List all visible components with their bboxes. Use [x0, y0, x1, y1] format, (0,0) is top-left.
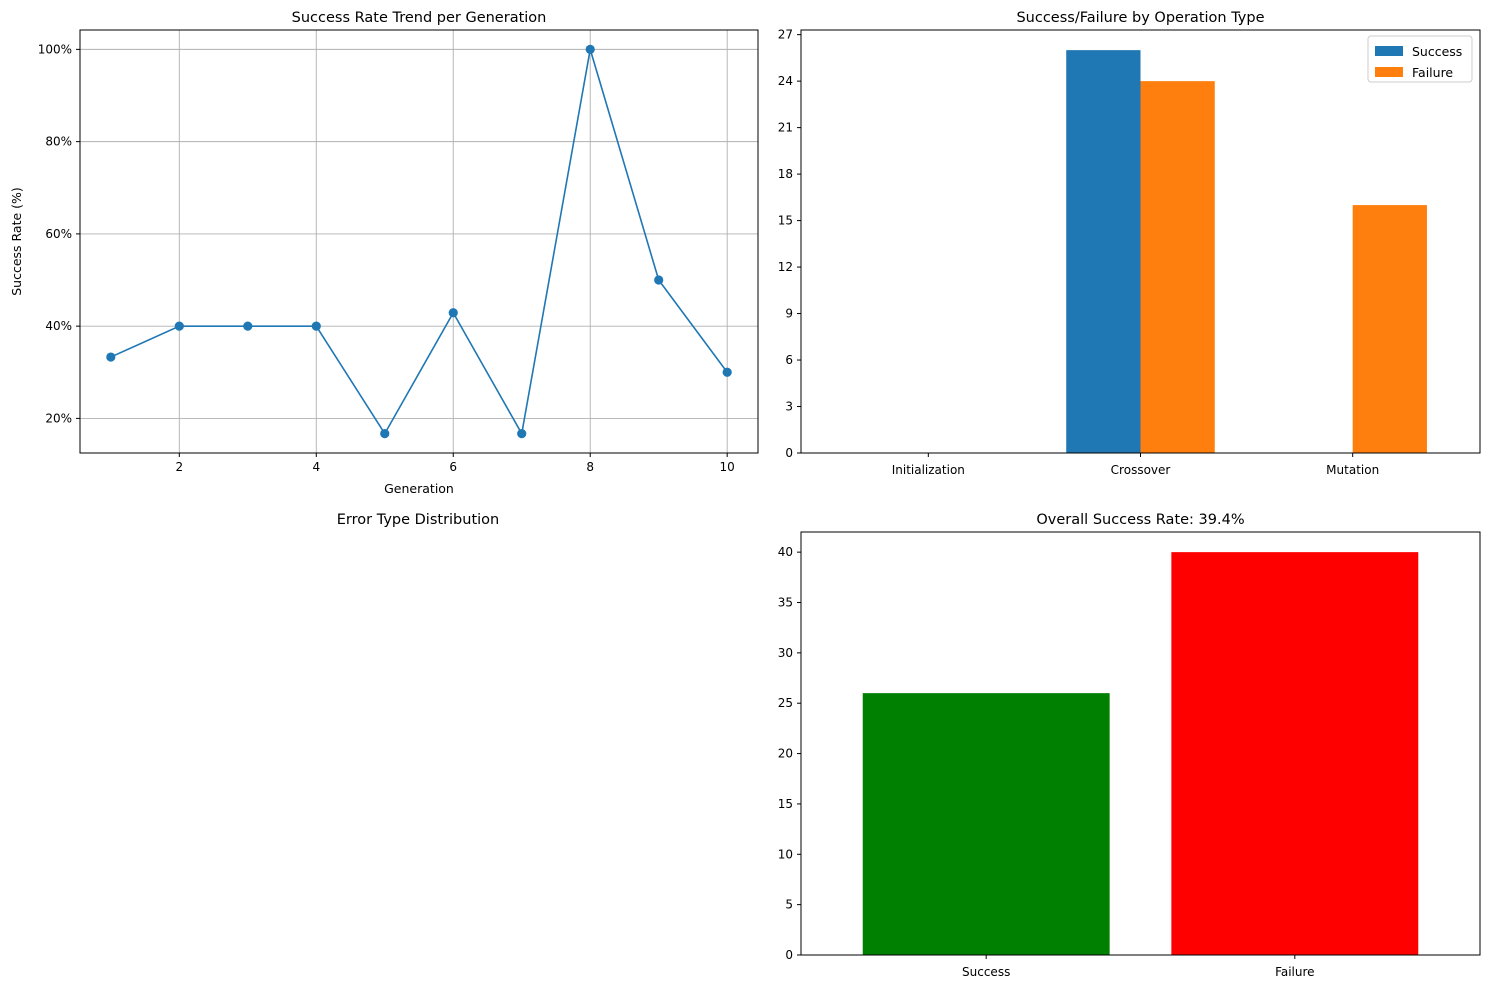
- overall-y-tick-label: 40: [778, 545, 793, 559]
- ops-y-tick-label: 27: [778, 28, 793, 42]
- trend-series-line: [110, 49, 728, 436]
- trend-y-tick-label: 100%: [38, 42, 72, 56]
- overall-y-tick-label: 0: [785, 948, 793, 962]
- trend-data-point: [311, 321, 321, 331]
- trend-data-point: [106, 352, 116, 362]
- ops-bar-failure: [1352, 205, 1427, 453]
- ops-category-label: Initialization: [892, 463, 965, 477]
- error-type-pie-chart: Error Type Distribution: [337, 512, 499, 528]
- ops-legend-swatch-failure: [1375, 67, 1403, 77]
- ops-bar-success: [1066, 50, 1141, 454]
- overall-y-tick-label: 20: [778, 747, 793, 761]
- trend-data-point: [517, 429, 527, 439]
- trend-x-tick-label: 10: [720, 460, 735, 474]
- overall-title: Overall Success Rate: 39.4%: [1036, 512, 1244, 528]
- trend-data-point: [448, 308, 458, 318]
- trend-title: Success Rate Trend per Generation: [292, 10, 547, 26]
- ops-y-tick-label: 24: [778, 74, 793, 88]
- trend-x-axis-label: Generation: [384, 481, 454, 496]
- trend-y-tick-label: 60%: [45, 227, 72, 241]
- ops-y-tick-label: 12: [778, 260, 793, 274]
- overall-axes-frame: [800, 531, 1481, 956]
- overall-success-bar-chart: Success Failure 0 5 10 15 20 25 30 35 40 Overall Su…: [778, 512, 1481, 979]
- trend-y-tick-label: 20%: [45, 411, 72, 425]
- ops-bar-failure: [1140, 81, 1215, 453]
- error-type-title: Error Type Distribution: [337, 512, 499, 528]
- ops-legend-swatch-success: [1375, 46, 1403, 56]
- ops-y-tick-label: 18: [778, 167, 793, 181]
- overall-y-tick-label: 10: [778, 847, 793, 861]
- ops-y-tick-label: 15: [778, 214, 793, 228]
- overall-y-tick-label: 5: [785, 898, 793, 912]
- ops-y-tick-label: 3: [785, 400, 793, 414]
- trend-y-tick-label: 40%: [45, 319, 72, 333]
- operation-type-bar-chart: Initialization Crossover Mutation 0 3 6 9 12 15 1…: [778, 10, 1481, 477]
- trend-data-point: [585, 44, 595, 54]
- overall-bar-success: [862, 693, 1110, 955]
- overall-category-label: Failure: [1275, 965, 1314, 979]
- trend-data-point: [174, 321, 184, 331]
- ops-legend-label: Failure: [1412, 65, 1453, 80]
- ops-axes-frame: [800, 29, 1481, 454]
- success-rate-trend-chart: 2 4 6 8 10 20% 40% 60% 80% 100% Success Rate Trend…: [9, 10, 759, 496]
- trend-x-tick-label: 4: [312, 460, 320, 474]
- overall-y-tick-label: 25: [778, 696, 793, 710]
- ops-y-tick-label: 0: [785, 446, 793, 460]
- overall-y-tick-label: 15: [778, 797, 793, 811]
- overall-category-label: Success: [962, 965, 1010, 979]
- ops-title: Success/Failure by Operation Type: [1016, 10, 1264, 26]
- ops-category-label: Mutation: [1326, 463, 1379, 477]
- trend-x-tick-label: 2: [175, 460, 183, 474]
- trend-y-axis-label: Success Rate (%): [9, 187, 24, 296]
- overall-bar-failure: [1171, 552, 1419, 955]
- overall-y-tick-label: 35: [778, 596, 793, 610]
- ops-y-tick-label: 21: [778, 121, 793, 135]
- trend-x-tick-label: 8: [586, 460, 594, 474]
- trend-x-tick-label: 6: [449, 460, 457, 474]
- trend-data-point: [380, 429, 390, 439]
- trend-data-point: [243, 321, 253, 331]
- trend-axes-frame: [79, 29, 759, 454]
- trend-y-tick-label: 80%: [45, 135, 72, 149]
- overall-y-tick-label: 30: [778, 646, 793, 660]
- ops-legend-label: Success: [1412, 44, 1462, 59]
- ops-legend: Success Failure: [1367, 35, 1473, 83]
- ops-y-tick-label: 9: [785, 307, 793, 321]
- trend-data-point: [722, 367, 732, 377]
- trend-data-point: [654, 275, 664, 285]
- ops-y-tick-label: 6: [785, 353, 793, 367]
- ops-category-label: Crossover: [1111, 463, 1171, 477]
